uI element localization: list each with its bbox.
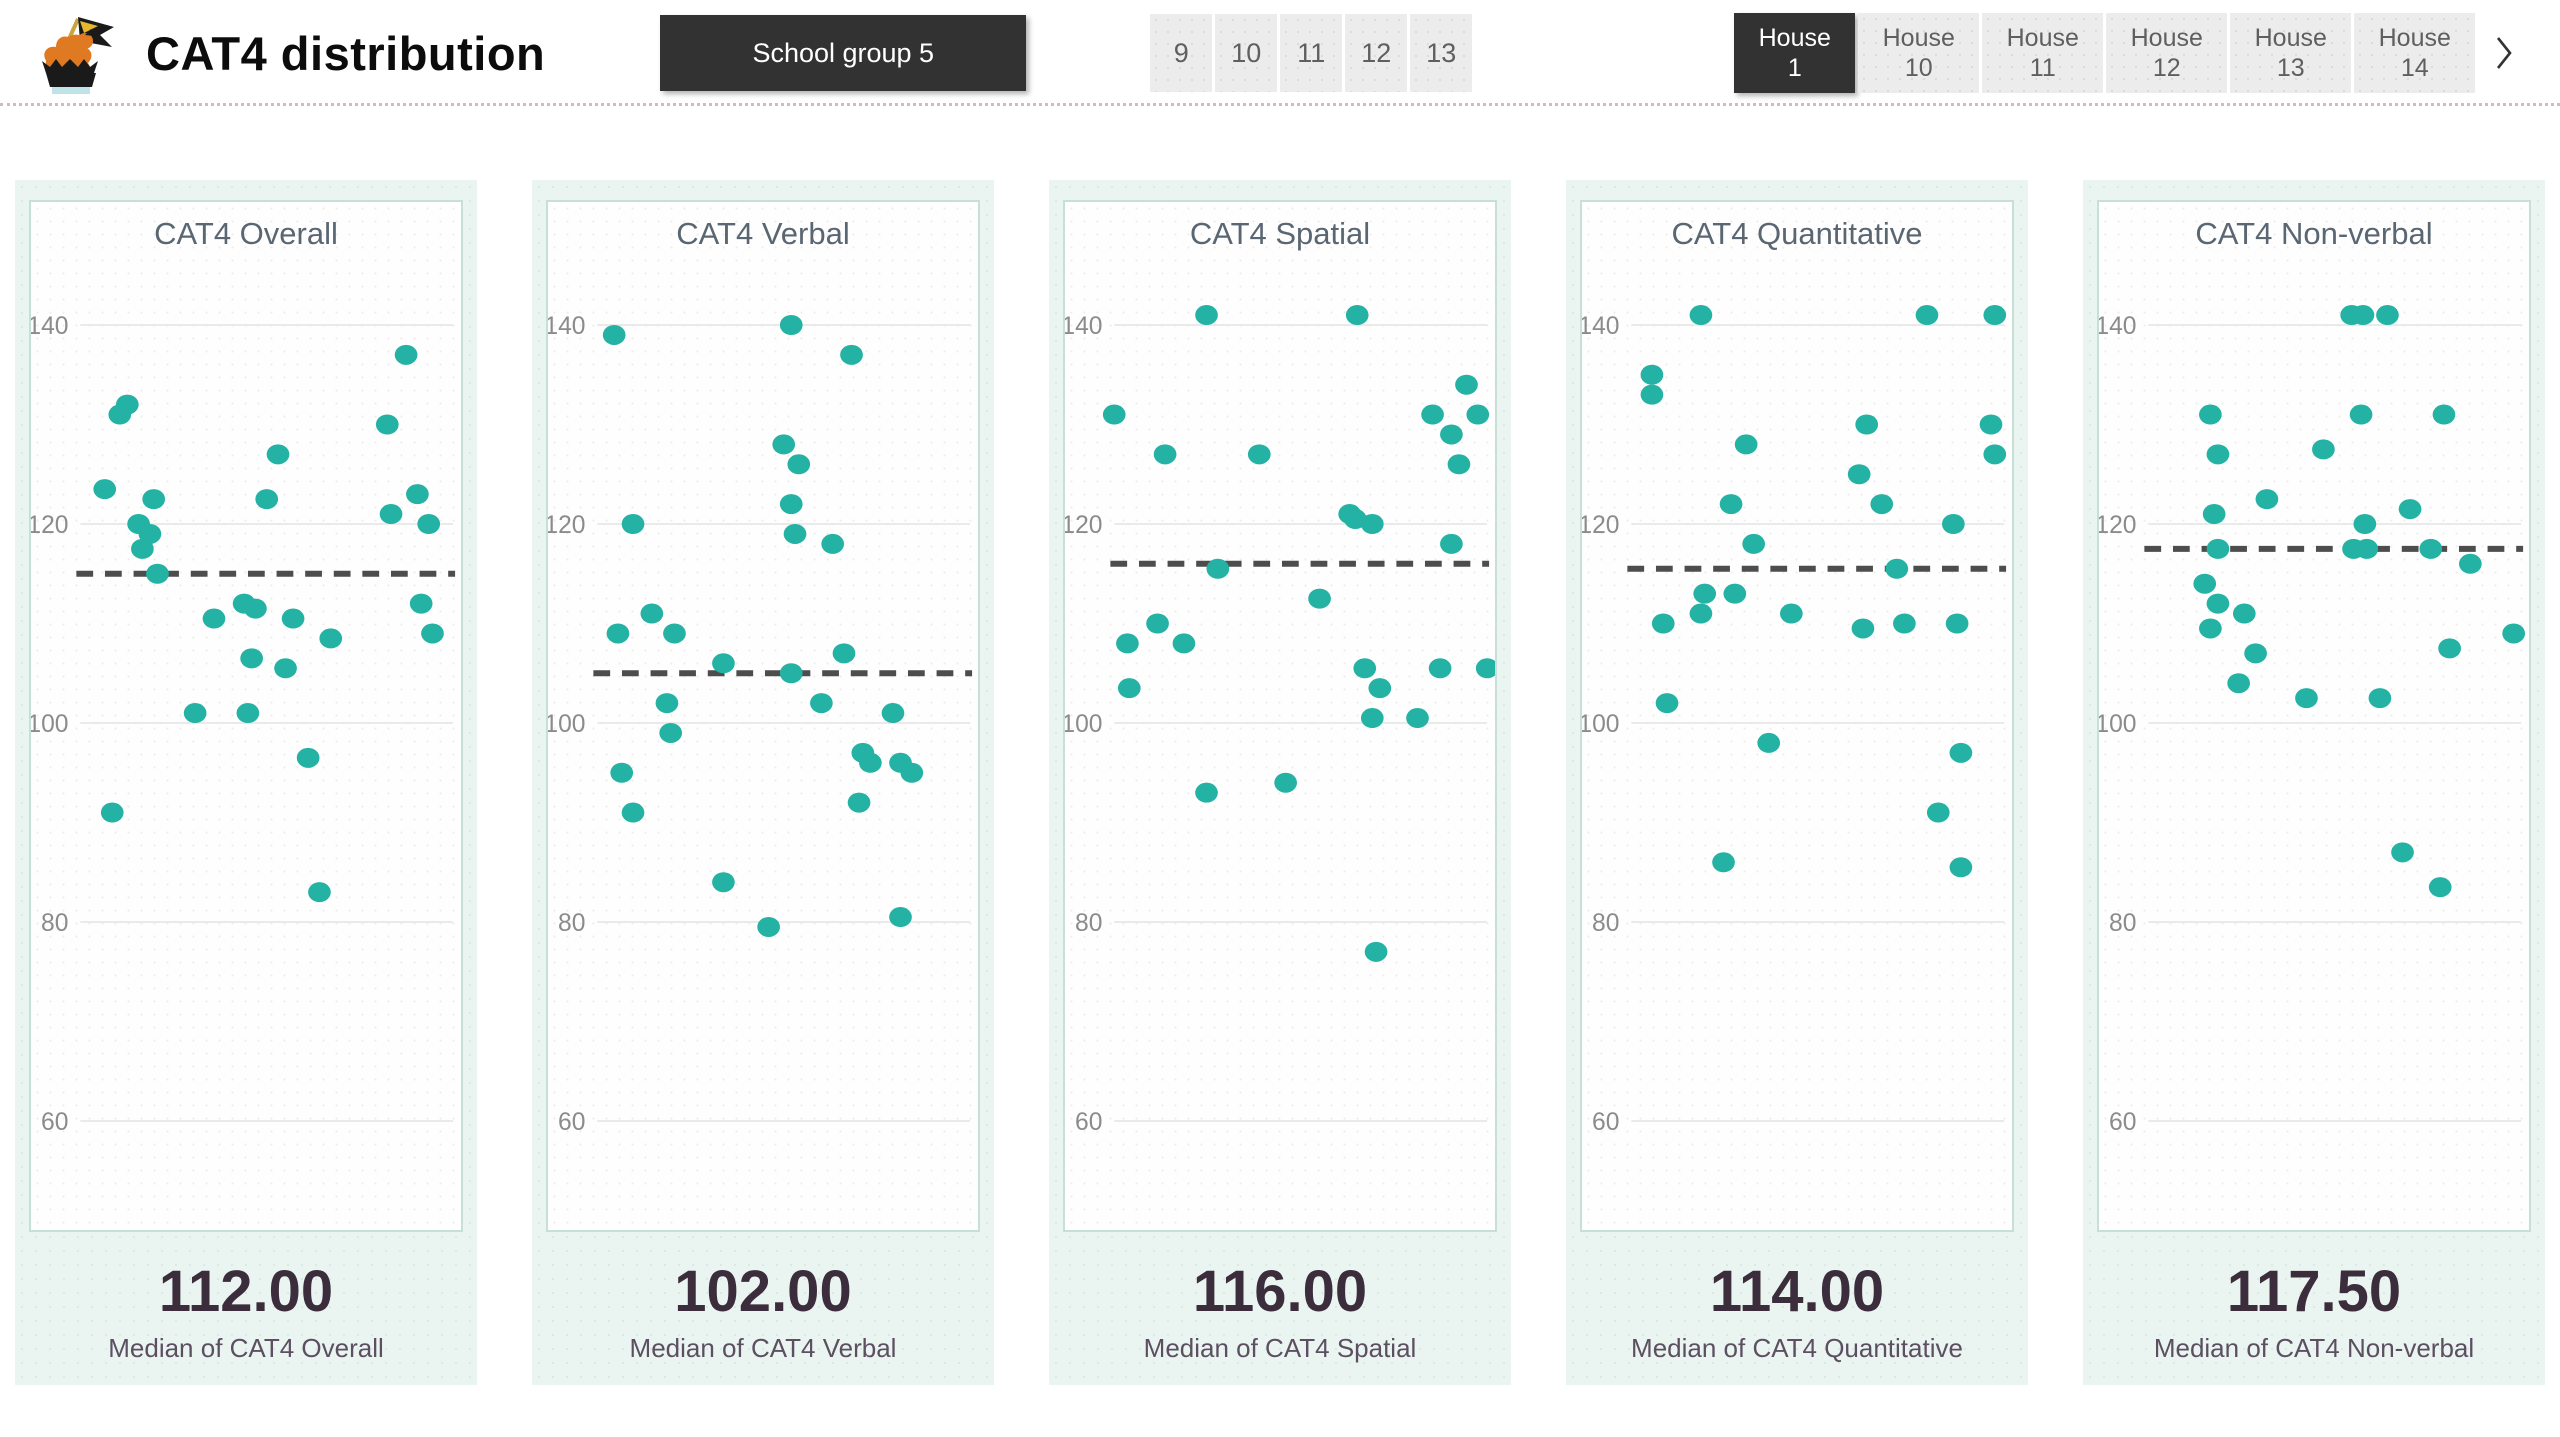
median-value: 114.00 xyxy=(1709,1259,1885,1324)
chart-title: CAT4 Verbal xyxy=(676,216,850,251)
chart-title: CAT4 Non-verbal xyxy=(2195,216,2433,251)
slicer-scroll-right-button[interactable] xyxy=(2489,25,2519,81)
scatter-chart-quantitative[interactable]: CAT4 Quantitative 140 120 100 80 60 xyxy=(1580,200,2014,1232)
svg-text:100: 100 xyxy=(2099,711,2136,738)
scatter-plot: 140 120 100 80 60 xyxy=(31,313,456,1136)
card-cat4-quantitative: CAT4 Quantitative 140 120 100 80 60 114.00 M… xyxy=(1566,180,2028,1385)
svg-text:100: 100 xyxy=(548,711,585,738)
svg-text:120: 120 xyxy=(2099,512,2136,539)
page-title: CAT4 distribution xyxy=(146,26,546,80)
chevron-right-icon xyxy=(2497,37,2512,69)
median-label: Median of CAT4 Overall xyxy=(108,1333,384,1363)
svg-text:140: 140 xyxy=(31,313,68,340)
svg-text:80: 80 xyxy=(2109,910,2136,937)
svg-text:60: 60 xyxy=(41,1109,68,1136)
scatter-chart-verbal[interactable]: CAT4 Verbal 140 120 100 80 60 xyxy=(546,200,980,1232)
median-value: 116.00 xyxy=(1192,1259,1368,1324)
svg-text:100: 100 xyxy=(1065,711,1102,738)
median-label: Median of CAT4 Quantitative xyxy=(1631,1333,1963,1363)
svg-text:60: 60 xyxy=(558,1109,585,1136)
svg-text:100: 100 xyxy=(31,711,68,738)
svg-text:140: 140 xyxy=(1065,313,1102,340)
median-label: Median of CAT4 Non-verbal xyxy=(2153,1333,2475,1363)
card-cat4-overall: CAT4 Overall 140 120 100 80 60 112.00 Median… xyxy=(15,180,477,1385)
median-label: Median of CAT4 Verbal xyxy=(629,1333,897,1363)
header-bar: CAT4 distribution School group 5 9 10 11… xyxy=(0,0,2560,106)
year-button-11[interactable]: 11 xyxy=(1280,14,1343,92)
svg-text:120: 120 xyxy=(548,512,585,539)
year-button-13[interactable]: 13 xyxy=(1410,14,1473,92)
scatter-chart-nonverbal[interactable]: CAT4 Non-verbal 140 120 100 80 60 xyxy=(2097,200,2531,1232)
scatter-plot: 140 120 100 80 60 xyxy=(548,313,973,1136)
school-crest-logo xyxy=(22,7,118,99)
scatter-chart-overall[interactable]: CAT4 Overall 140 120 100 80 60 xyxy=(29,200,463,1232)
svg-text:120: 120 xyxy=(1065,512,1102,539)
house-button-10[interactable]: House 10 xyxy=(1858,13,1980,93)
chart-title: CAT4 Overall xyxy=(154,216,338,251)
card-cat4-verbal: CAT4 Verbal 140 120 100 80 60 102.00 Median … xyxy=(532,180,994,1385)
svg-text:80: 80 xyxy=(558,910,585,937)
chart-title: CAT4 Quantitative xyxy=(1671,216,1923,251)
scatter-plot: 140 120 100 80 60 xyxy=(1065,305,1495,1136)
card-cat4-spatial: CAT4 Spatial 140 120 100 80 60 116.00 Median… xyxy=(1049,180,1511,1385)
svg-text:140: 140 xyxy=(1582,313,1619,340)
svg-text:80: 80 xyxy=(1075,910,1102,937)
svg-text:80: 80 xyxy=(41,910,68,937)
card-cat4-nonverbal: CAT4 Non-verbal 140 120 100 80 60 117.50 Med… xyxy=(2083,180,2545,1385)
svg-text:60: 60 xyxy=(2109,1109,2136,1136)
scatter-plot: 140 120 100 80 60 xyxy=(2099,305,2526,1136)
year-slicer: 9 10 11 12 13 xyxy=(1150,14,1473,92)
svg-text:80: 80 xyxy=(1592,910,1619,937)
year-button-9[interactable]: 9 xyxy=(1150,14,1213,92)
median-value: 102.00 xyxy=(674,1259,852,1324)
svg-text:120: 120 xyxy=(1582,512,1619,539)
svg-text:60: 60 xyxy=(1075,1109,1102,1136)
dashboard: CAT4 Overall 140 120 100 80 60 112.00 Median… xyxy=(0,180,2560,1385)
svg-text:100: 100 xyxy=(1582,711,1619,738)
svg-text:120: 120 xyxy=(31,512,68,539)
median-value: 117.50 xyxy=(2226,1259,2402,1324)
house-button-12[interactable]: House 12 xyxy=(2106,13,2228,93)
chart-title: CAT4 Spatial xyxy=(1189,216,1371,251)
house-button-1[interactable]: House 1 xyxy=(1734,13,1856,93)
svg-text:140: 140 xyxy=(2099,313,2136,340)
svg-text:140: 140 xyxy=(548,313,585,340)
house-button-13[interactable]: House 13 xyxy=(2230,13,2352,93)
svg-text:60: 60 xyxy=(1592,1109,1619,1136)
house-button-11[interactable]: House 11 xyxy=(1982,13,2104,93)
median-value: 112.00 xyxy=(158,1259,334,1324)
year-button-10[interactable]: 10 xyxy=(1215,14,1278,92)
school-group-button[interactable]: School group 5 xyxy=(660,15,1027,91)
scatter-chart-spatial[interactable]: CAT4 Spatial 140 120 100 80 60 xyxy=(1063,200,1497,1232)
scatter-plot: 140 120 100 80 60 xyxy=(1582,305,2007,1136)
median-label: Median of CAT4 Spatial xyxy=(1143,1333,1417,1363)
house-button-14[interactable]: House 14 xyxy=(2354,13,2476,93)
house-slicer: House 1 House 10 House 11 House 12 House… xyxy=(1734,13,2476,93)
year-button-12[interactable]: 12 xyxy=(1345,14,1408,92)
